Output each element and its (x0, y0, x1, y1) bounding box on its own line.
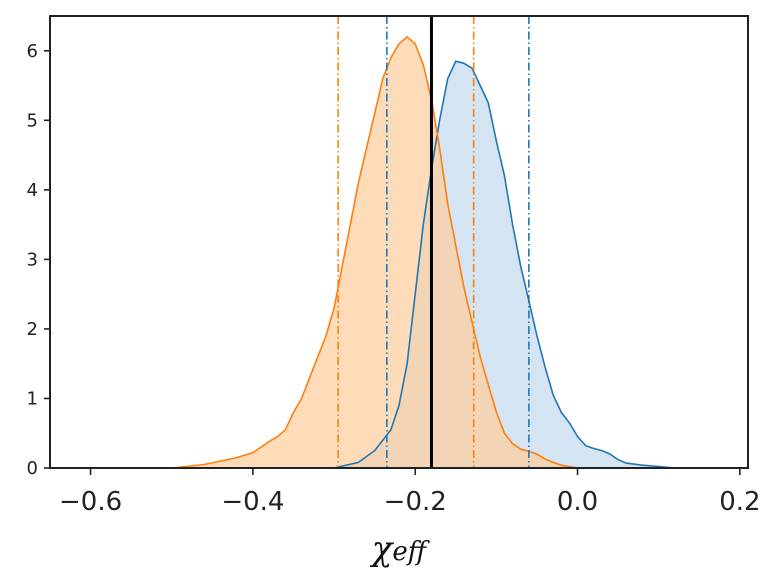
y-tick-label: 1 (27, 388, 38, 409)
x-tick-label: −0.6 (59, 487, 122, 517)
y-axis: 0 1 2 3 4 5 6 (27, 41, 50, 479)
y-tick-label: 4 (27, 180, 38, 201)
y-tick-label: 2 (27, 319, 38, 340)
x-tick-label: −0.2 (384, 487, 447, 517)
density-line-0 (333, 60, 676, 469)
y-tick-label: 3 (27, 249, 38, 270)
y-tick-label: 0 (27, 458, 38, 479)
reference-lines (337, 16, 530, 468)
density-line-1 (171, 35, 578, 469)
y-tick-label: 6 (27, 41, 38, 62)
x-tick-label: 0.2 (719, 487, 760, 517)
x-axis-label-subscript: eff (392, 537, 430, 567)
x-tick-label: −0.4 (221, 487, 284, 517)
plot-frame (49, 15, 749, 469)
density-lines (171, 35, 676, 469)
x-axis-label: χeff (370, 529, 431, 569)
x-axis-label-main: χ (370, 529, 395, 569)
y-tick-label: 5 (27, 110, 38, 131)
x-axis: −0.6 −0.4 −0.2 0.0 0.2 (59, 468, 761, 517)
density-fills (171, 36, 675, 469)
x-tick-label: 0.0 (557, 487, 598, 517)
density-fill-1 (171, 36, 578, 469)
